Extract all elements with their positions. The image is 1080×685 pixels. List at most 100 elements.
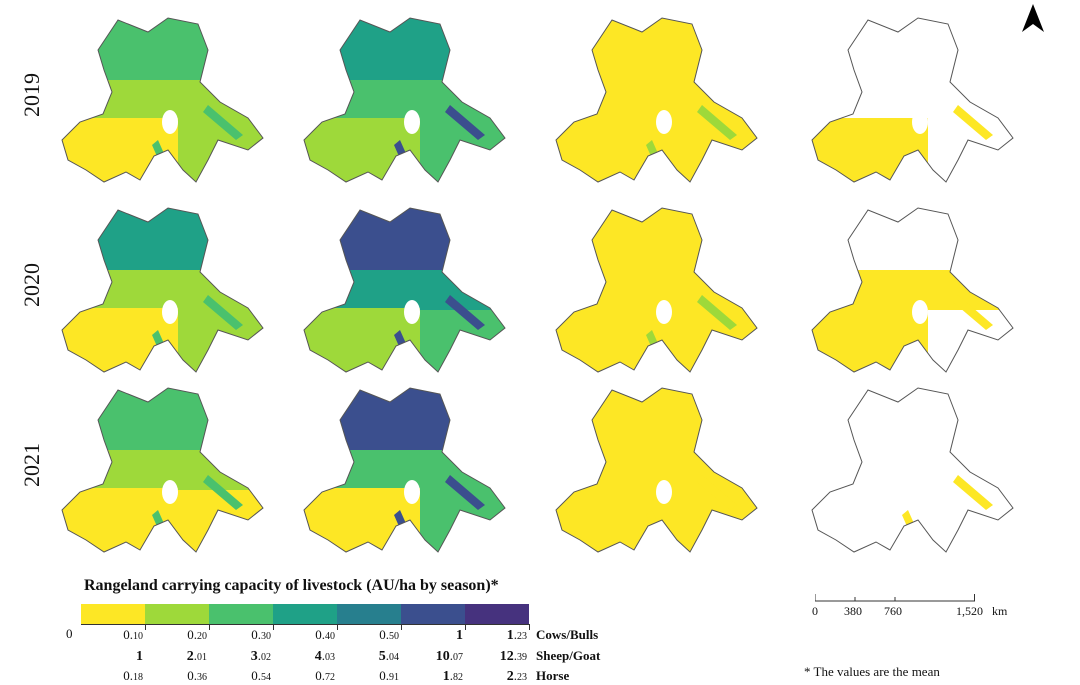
map-south-region <box>812 118 928 182</box>
legend-value-decimal: 23 <box>517 672 527 683</box>
map-streak-region <box>394 105 485 182</box>
legend-value: 0.54 <box>209 668 271 685</box>
map-north-region <box>812 388 1013 450</box>
legend-value: 0.20 <box>145 627 207 644</box>
legend-value-integer: 1 <box>136 649 143 664</box>
legend-value-decimal: 30 <box>261 631 271 642</box>
legend-value: 4.03 <box>273 648 335 665</box>
map-streak-region <box>902 105 993 182</box>
year-label-2019: 2019 <box>19 73 44 117</box>
map-south-region <box>556 308 672 372</box>
map-nodata-area <box>656 300 672 324</box>
legend-value: 0.10 <box>81 627 143 644</box>
map-south-region <box>812 308 928 372</box>
legend-value-point: 0. <box>251 668 261 683</box>
map-2021-panel-1 <box>61 387 264 553</box>
legend-value: 0.72 <box>273 668 335 685</box>
legend-value: 1.82 <box>401 668 463 685</box>
legend-value: 2.23 <box>465 668 527 685</box>
map-2019-panel-3 <box>555 17 758 183</box>
legend-value: 10.07 <box>401 648 463 665</box>
map-south-region <box>556 488 672 552</box>
legend-value-point: . <box>193 648 197 663</box>
legend-tick <box>401 624 402 630</box>
legend-value-integer: 3 <box>250 649 258 664</box>
legend-value-point: 0. <box>251 627 261 642</box>
map-boundary <box>811 17 1014 183</box>
map-streak-region <box>152 475 243 552</box>
map-boundary <box>303 387 506 553</box>
legend-title: Rangeland carrying capacity of livestock… <box>84 577 499 594</box>
legend-value-decimal: 39 <box>517 652 527 663</box>
map-2019-panel-2 <box>303 17 506 183</box>
scale-tick-760: 760 <box>884 604 902 618</box>
legend-value-point: 0. <box>315 627 325 642</box>
map-boundary <box>61 387 264 553</box>
legend-value-point: 0. <box>123 627 133 642</box>
legend-value-integer: 1 <box>506 628 514 643</box>
map-boundary <box>811 207 1014 373</box>
legend-value-decimal: 18 <box>133 672 143 683</box>
legend-swatch-1 <box>81 604 145 624</box>
legend-value-integer: 4 <box>314 649 322 664</box>
map-north-region <box>62 388 263 450</box>
legend-value: 12.39 <box>465 648 527 665</box>
legend-value-point: 0. <box>379 668 389 683</box>
map-2020-panel-1 <box>61 207 264 373</box>
legend-value-decimal: 54 <box>261 672 271 683</box>
map-nodata-area <box>162 480 178 504</box>
year-label-2021: 2021 <box>19 443 44 487</box>
scale-tick-0: 0 <box>812 604 818 618</box>
map-boundary <box>61 207 264 373</box>
legend-value-point: . <box>513 627 517 642</box>
legend-value-point: 0. <box>379 627 389 642</box>
legend-value: 0.18 <box>81 668 143 685</box>
scale-bar <box>815 594 975 602</box>
legend-value-decimal: 40 <box>325 631 335 642</box>
legend-value-integer: 10 <box>435 649 450 664</box>
legend-value-integer: 2 <box>506 669 514 684</box>
map-streak-region <box>394 475 485 552</box>
map-north-region <box>304 18 505 80</box>
map-2021-panel-4 <box>811 387 1014 553</box>
legend-value-decimal: 03 <box>325 652 335 663</box>
legend-swatch-2 <box>145 604 209 624</box>
map-boundary <box>811 387 1014 553</box>
map-2020-panel-4 <box>811 207 1014 373</box>
map-nodata-area <box>404 480 420 504</box>
legend-value: 1.23 <box>465 627 527 644</box>
legend-value: 0.36 <box>145 668 207 685</box>
map-2021-panel-2 <box>303 387 506 553</box>
map-nodata-area <box>656 480 672 504</box>
legend-row-label: Cows/Bulls <box>536 627 599 642</box>
map-south-region <box>62 488 178 552</box>
legend-value-point: . <box>321 648 325 663</box>
scale-tick-380: 380 <box>844 604 862 618</box>
legend-value-point: . <box>449 648 453 663</box>
legend-row-label: Sheep/Goat <box>536 648 601 663</box>
map-streak-region <box>646 295 737 372</box>
map-streak-region <box>646 105 737 182</box>
map-boundary <box>303 17 506 183</box>
map-south-region <box>304 488 420 552</box>
north-arrow-icon <box>1022 4 1044 32</box>
legend-value-decimal: 72 <box>325 672 335 683</box>
map-south-region <box>304 118 420 182</box>
map-nodata-area <box>404 300 420 324</box>
map-north-region <box>556 208 757 270</box>
map-north-region <box>304 208 505 270</box>
map-nodata-area <box>162 300 178 324</box>
map-south-region <box>304 308 420 372</box>
legend-axis-line <box>81 624 529 625</box>
legend-value-point: 0. <box>123 668 133 683</box>
legend-value-decimal: 82 <box>453 672 463 683</box>
legend-value-integer: 5 <box>378 649 386 664</box>
legend-swatch-4 <box>273 604 337 624</box>
map-nodata-area <box>404 110 420 134</box>
map-2021-panel-3 <box>555 387 758 553</box>
legend-value-decimal: 91 <box>389 672 399 683</box>
legend-value-decimal: 07 <box>453 652 463 663</box>
map-nodata-area <box>912 480 928 504</box>
legend-tick <box>145 624 146 630</box>
footnote: * The values are the mean <box>804 664 940 679</box>
